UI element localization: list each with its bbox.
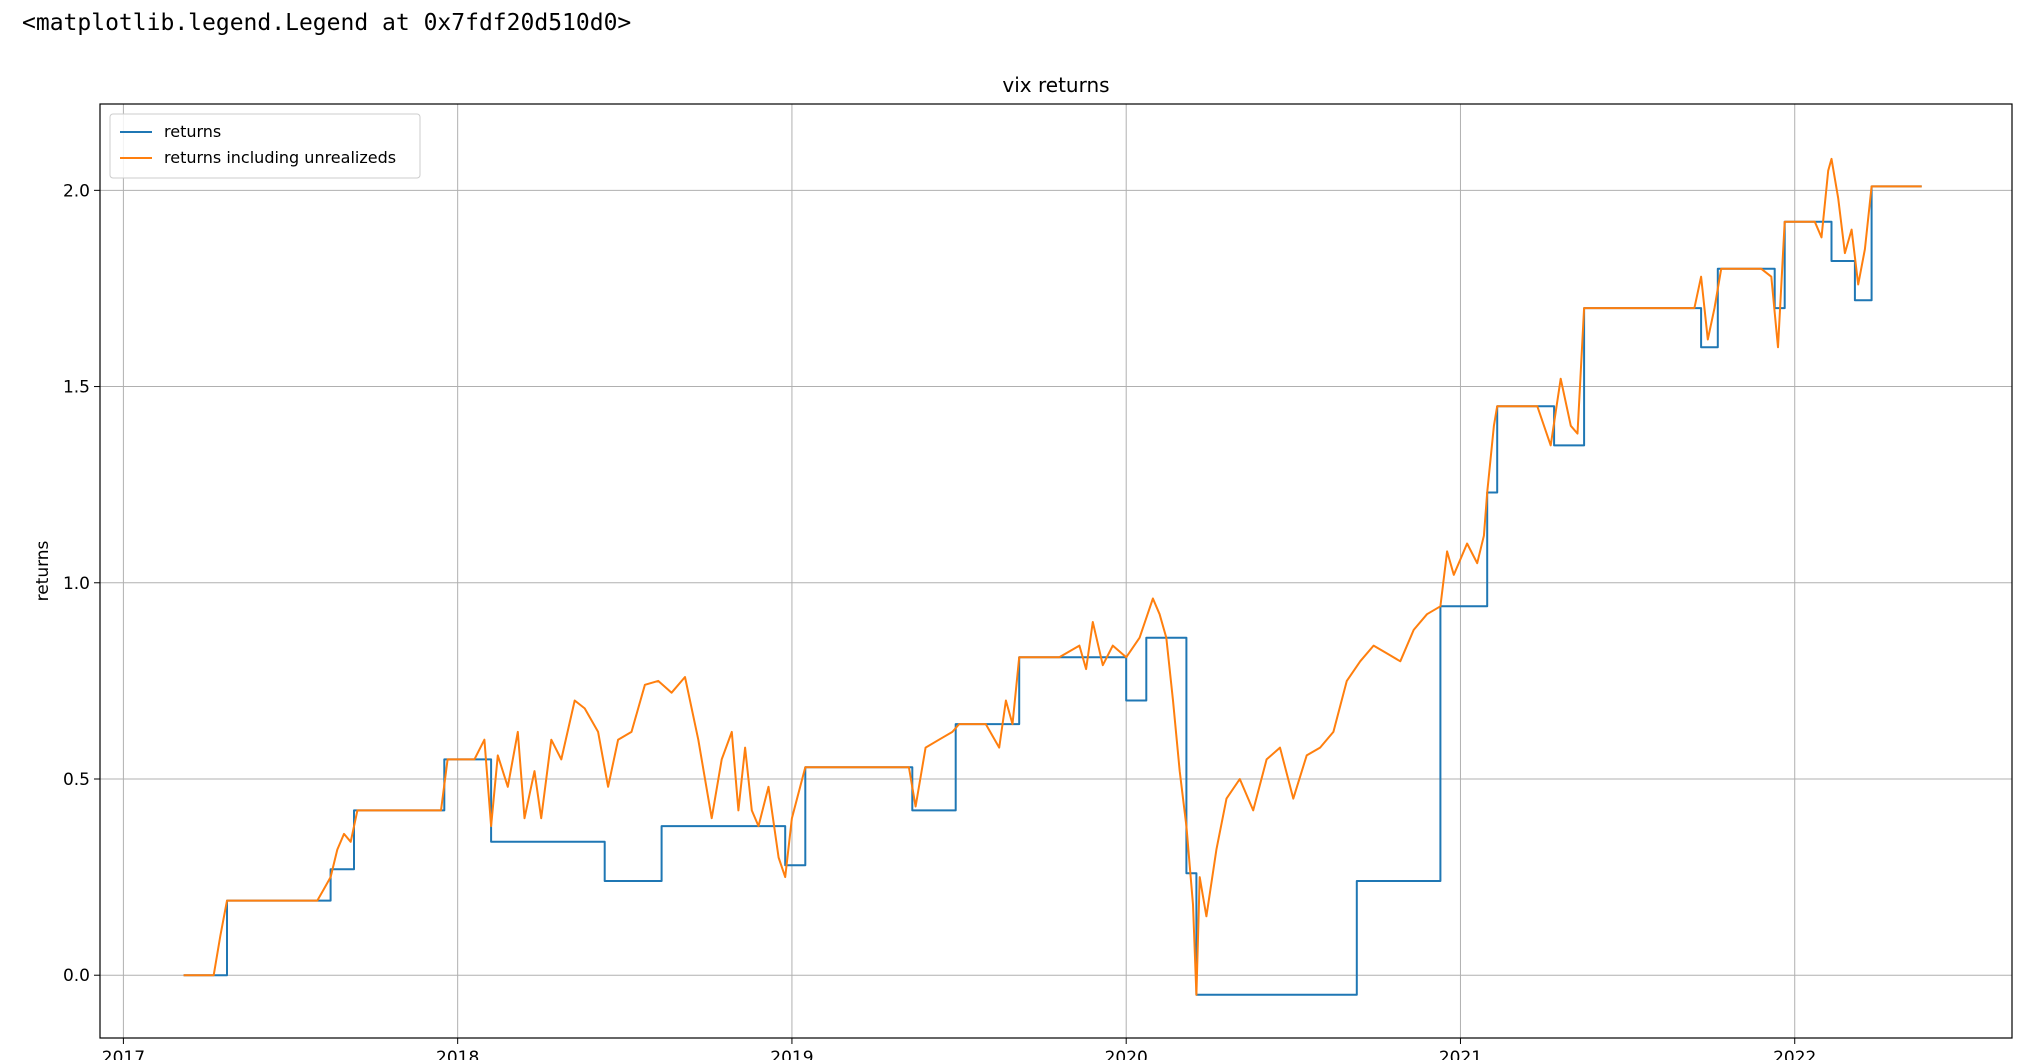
x-tick-label: 2019 [770,1048,813,1060]
axes-frame [99,103,2013,1039]
y-tick-label: 2.0 [63,181,90,201]
chart-title: vix returns [1002,73,1109,97]
legend: returns returns including unrealizeds [109,113,421,179]
y-axis-label: returns [33,540,53,601]
y-tick-label: 1.0 [63,574,90,594]
cell-output-text: <matplotlib.legend.Legend at 0x7fdf20d51… [22,10,632,36]
x-tick-label: 2018 [436,1048,479,1060]
legend-box [109,113,421,179]
series-line-2 [183,157,1922,996]
series-layer [183,157,1922,996]
legend-label-2: returns including unrealizeds [164,148,396,167]
x-tick-label: 2017 [102,1048,145,1060]
grid [100,104,2012,1038]
series-line-1 [183,185,1922,996]
y-tick-label: 0.0 [63,966,90,986]
y-tick-label: 0.5 [63,770,90,790]
legend-label-1: returns [164,122,221,141]
x-tick-label: 2022 [1773,1048,1816,1060]
y-tick-label: 1.5 [63,378,90,398]
x-tick-label: 2020 [1105,1048,1148,1060]
x-tick-label: 2021 [1439,1048,1482,1060]
ticks: 2017 2018 2019 2020 2021 2022 0.0 0.5 1.0 1.5 2.0 [63,181,1816,1060]
